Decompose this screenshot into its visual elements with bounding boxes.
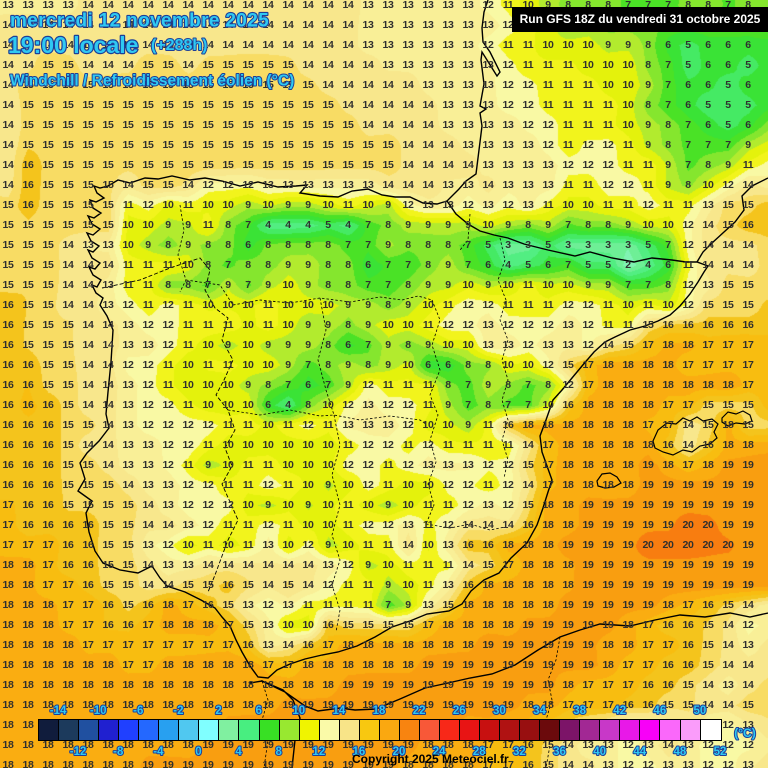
- svg-text:52: 52: [714, 746, 727, 758]
- svg-text:mercredi 12 novembre 2025: mercredi 12 novembre 2025: [10, 11, 269, 32]
- svg-text:30: 30: [493, 705, 506, 717]
- svg-text:50: 50: [694, 705, 707, 717]
- svg-text:48: 48: [673, 746, 686, 758]
- svg-text:-4: -4: [153, 746, 164, 758]
- svg-text:(°C): (°C): [734, 726, 755, 740]
- svg-text:(+288h): (+288h): [151, 37, 207, 54]
- svg-text:-6: -6: [133, 705, 143, 717]
- svg-text:42: 42: [613, 705, 626, 717]
- svg-text:12: 12: [312, 746, 325, 758]
- svg-text:-8: -8: [113, 746, 124, 758]
- svg-text:-10: -10: [90, 705, 107, 717]
- svg-text:40: 40: [593, 746, 606, 758]
- svg-text:44: 44: [633, 746, 646, 758]
- svg-text:24: 24: [433, 746, 446, 758]
- svg-text:14: 14: [332, 705, 345, 717]
- svg-text:10: 10: [292, 705, 305, 717]
- svg-text:6: 6: [255, 705, 261, 717]
- svg-text:16: 16: [353, 746, 366, 758]
- svg-text:46: 46: [653, 705, 666, 717]
- svg-text:18: 18: [373, 705, 386, 717]
- svg-text:38: 38: [573, 705, 586, 717]
- svg-text:-14: -14: [50, 705, 67, 717]
- svg-text:19:00 locale: 19:00 locale: [8, 32, 138, 58]
- svg-text:8: 8: [276, 746, 283, 758]
- svg-text:22: 22: [413, 705, 426, 717]
- svg-text:-2: -2: [173, 705, 183, 717]
- svg-text:0: 0: [195, 746, 201, 758]
- svg-text:32: 32: [513, 746, 526, 758]
- svg-text:2: 2: [215, 705, 221, 717]
- svg-text:20: 20: [393, 746, 406, 758]
- svg-text:28: 28: [473, 746, 486, 758]
- svg-text:-12: -12: [70, 746, 87, 758]
- svg-text:4: 4: [235, 746, 242, 758]
- svg-text:26: 26: [453, 705, 466, 717]
- svg-text:36: 36: [553, 746, 566, 758]
- svg-text:34: 34: [533, 705, 546, 717]
- svg-text:Windchill / Refroidissement éo: Windchill / Refroidissement éolien (°C): [10, 73, 294, 90]
